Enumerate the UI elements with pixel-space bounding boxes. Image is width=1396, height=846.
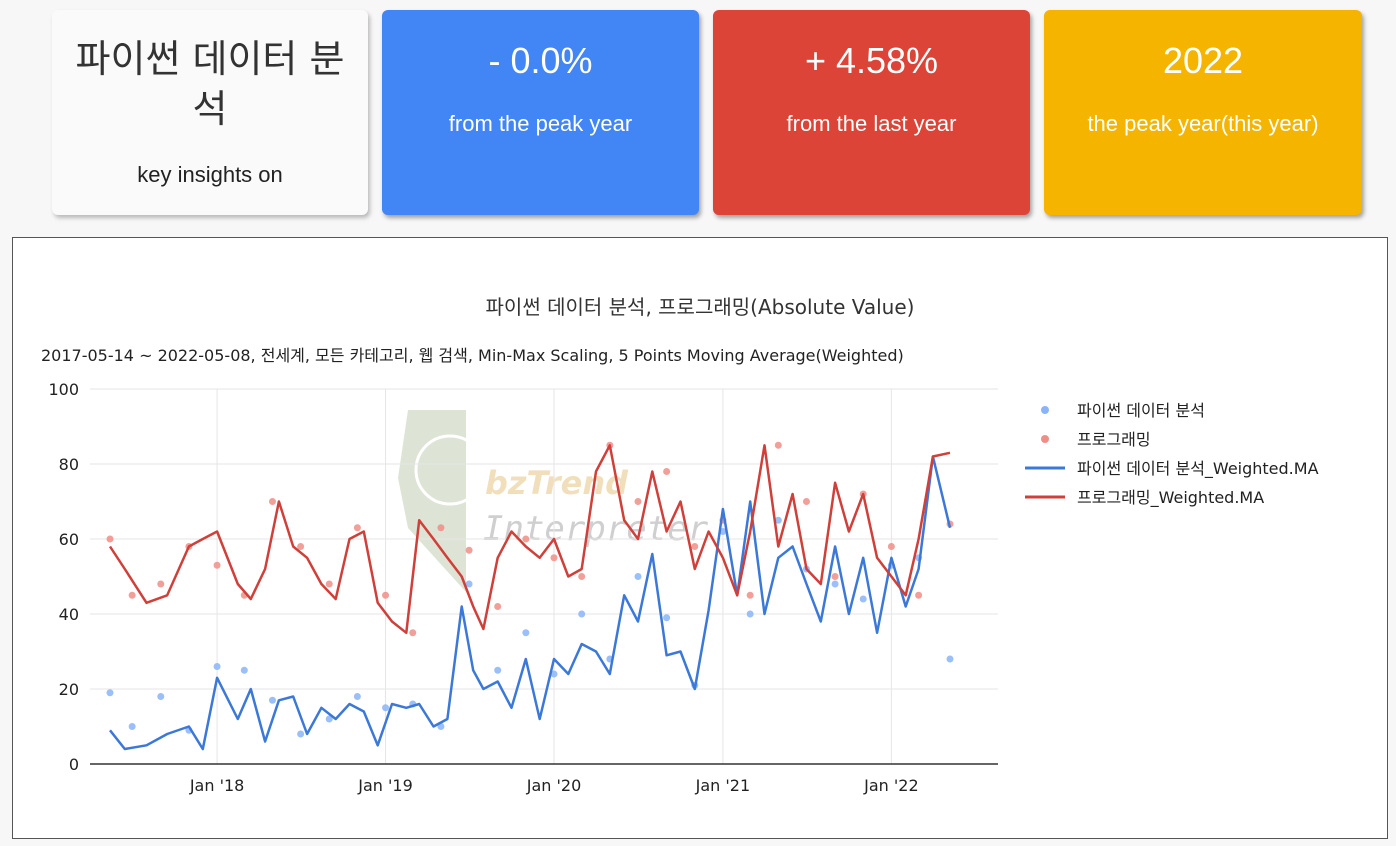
trend-chart: bzTrend Interpreter 0 20 40 60 80 100 Jan '18… (41, 295, 1319, 795)
x-tick-label: Jan '21 (695, 776, 751, 795)
scatter-point (663, 468, 671, 475)
x-tick-label: Jan '22 (863, 776, 919, 795)
peak-year-label: the peak year(this year) (1087, 111, 1319, 136)
scatter-point (106, 689, 114, 697)
legend-label: 파이썬 데이터 분석 (1077, 401, 1205, 420)
scatter-point (157, 693, 165, 700)
scatter-point (887, 543, 895, 550)
scatter-point (325, 580, 333, 588)
scatter-point (578, 610, 586, 618)
keyword-subtitle: key insights on (137, 162, 283, 187)
scatter-point (494, 603, 502, 610)
scatter-point (240, 666, 248, 674)
peak-change-label: from the peak year (448, 111, 633, 136)
series-line (109, 455, 952, 751)
y-tick-label: 80 (59, 455, 79, 474)
y-tick-label: 20 (59, 680, 79, 699)
scatter-point (746, 591, 754, 599)
scatter-point (550, 554, 558, 562)
watermark-shield-icon (398, 410, 466, 592)
watermark: bzTrend Interpreter (398, 410, 709, 592)
chart-title: 파이썬 데이터 분석, 프로그래밍(Absolute Value) (486, 295, 915, 319)
scatter-point (213, 561, 221, 569)
scatter-point (915, 591, 923, 599)
scatter-point (128, 591, 136, 599)
legend-label: 파이썬 데이터 분석_Weighted.MA (1077, 459, 1319, 479)
scatter-point (859, 595, 867, 603)
scatter-point (128, 723, 136, 730)
legend-marker (1041, 435, 1049, 443)
scatter-point (465, 546, 473, 554)
grid (90, 388, 998, 764)
scatter-point (578, 573, 586, 580)
scatter-point (663, 614, 671, 622)
scatter-point (353, 693, 361, 700)
scatter-point (297, 543, 305, 550)
peak-year-card: 2022 the peak year(this year) (1044, 10, 1362, 215)
scatter-point (774, 516, 782, 524)
watermark-line1: bzTrend (485, 464, 629, 502)
scatter-point (691, 543, 699, 550)
x-tick-label: Jan '20 (526, 776, 582, 795)
watermark-circle-icon (414, 434, 486, 506)
scatter-point (522, 629, 530, 637)
scatter-point (409, 629, 417, 637)
peak-change-value: - 0.0% (488, 40, 593, 81)
scatter-point (268, 696, 276, 704)
x-axis: Jan '18 Jan '19 Jan '20 Jan '21 Jan '22 (189, 776, 919, 795)
scatter-point (802, 498, 810, 505)
scatter-point (746, 610, 754, 618)
scatter-point (382, 591, 390, 599)
y-axis: 0 20 40 60 80 100 (48, 380, 79, 774)
series-line (108, 444, 951, 635)
scatter-point (268, 498, 276, 505)
scatter-point (494, 666, 502, 674)
peak-year-value: 2022 (1162, 40, 1244, 81)
scatter-point (297, 730, 305, 738)
scatter-point (774, 441, 782, 449)
title-card: 파이썬 데이터 분석 key insights on (52, 10, 368, 215)
scatter-point (634, 498, 642, 505)
scatter-point (382, 704, 390, 712)
last-year-change-value: + 4.58% (804, 40, 939, 81)
x-tick-label: Jan '19 (357, 776, 413, 795)
scatter-point (634, 573, 642, 580)
chart-panel: bzTrend Interpreter 0 20 40 60 80 100 Jan '18… (12, 237, 1388, 839)
y-tick-label: 100 (48, 380, 79, 399)
scatter-point (325, 715, 333, 723)
scatter-point (157, 580, 165, 588)
last-year-change-label: from the last year (786, 111, 957, 136)
scatter-point (831, 580, 839, 588)
keyword-title: 파이썬 데이터 분석 (75, 37, 345, 131)
scatter-point (522, 535, 530, 543)
scatter-point (550, 670, 558, 678)
scatter-point (213, 663, 221, 670)
scatter-point (946, 655, 954, 663)
scatter-point (831, 573, 839, 580)
scatter-point (353, 524, 361, 532)
scatter-point (465, 580, 473, 588)
x-tick-label: Jan '18 (189, 776, 245, 795)
y-tick-label: 60 (59, 530, 79, 549)
legend-label: 프로그래밍_Weighted.MA (1077, 488, 1264, 508)
chart-subtitle: 2017-05-14 ~ 2022-05-08, 전세계, 모든 카테고리, 웹… (41, 346, 904, 365)
y-tick-label: 0 (69, 755, 79, 774)
scatter-points (106, 441, 954, 738)
legend-label: 프로그래밍 (1077, 430, 1151, 449)
last-year-change-card: + 4.58% from the last year (713, 10, 1030, 215)
series-lines (108, 444, 952, 751)
legend-marker (1041, 406, 1049, 414)
peak-change-card: - 0.0% from the peak year (382, 10, 699, 215)
scatter-point (106, 535, 114, 543)
scatter-point (437, 524, 445, 532)
y-tick-label: 40 (59, 605, 79, 624)
